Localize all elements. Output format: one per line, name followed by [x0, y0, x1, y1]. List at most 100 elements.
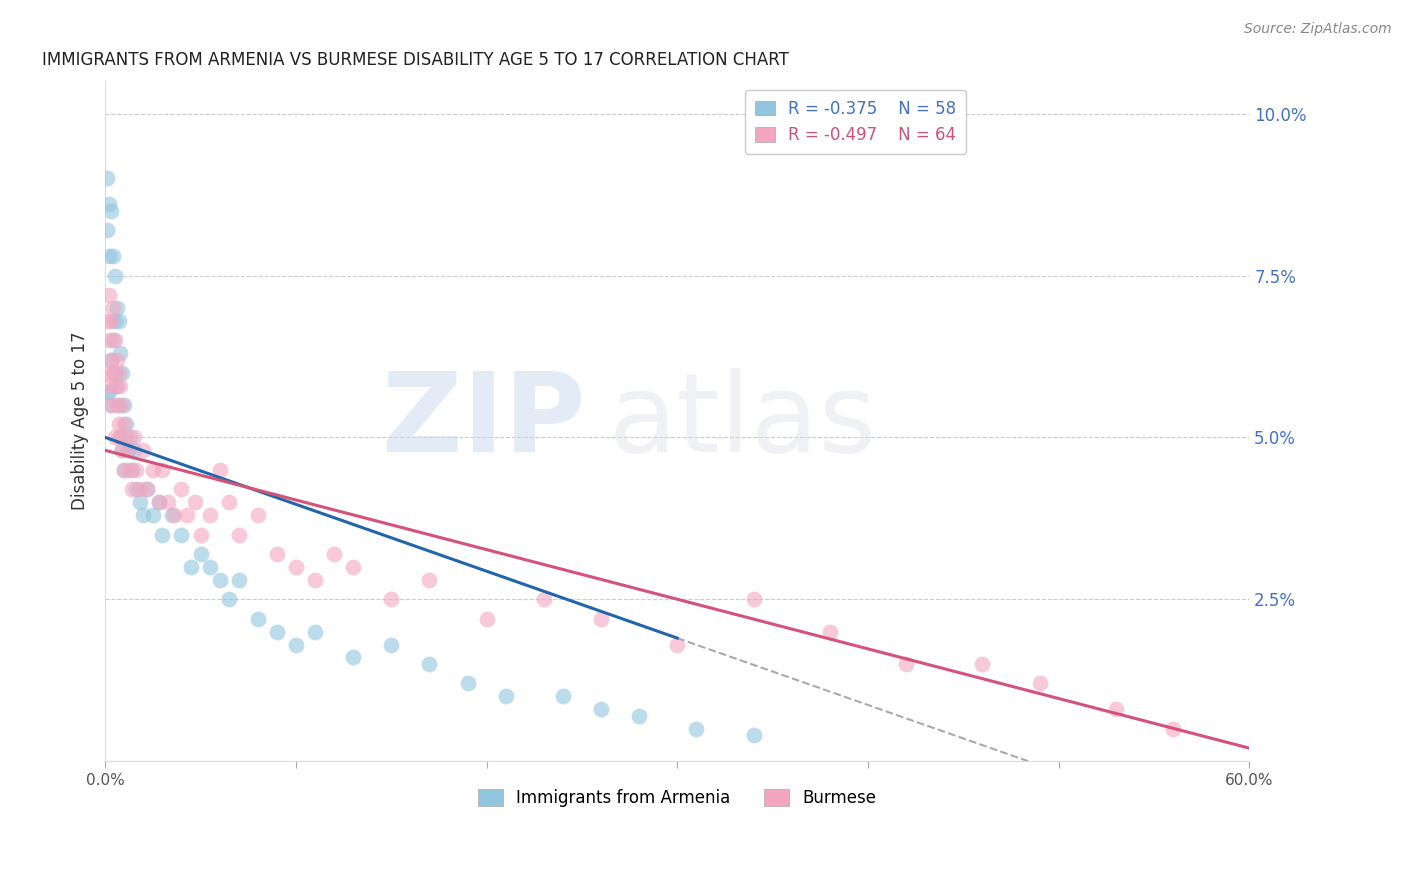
- Point: [666, 638, 689, 652]
- Point: [104, 366, 127, 380]
- Point: [284, 560, 307, 574]
- Point: [180, 560, 202, 574]
- Point: [104, 430, 127, 444]
- Point: [105, 398, 128, 412]
- Point: [111, 366, 134, 380]
- Text: atlas: atlas: [609, 368, 877, 475]
- Point: [628, 708, 651, 723]
- Point: [107, 398, 129, 412]
- Point: [132, 443, 155, 458]
- Point: [304, 573, 326, 587]
- Point: [128, 482, 150, 496]
- Point: [104, 268, 127, 283]
- Point: [101, 366, 124, 380]
- Point: [818, 624, 841, 639]
- Point: [121, 482, 143, 496]
- Point: [304, 624, 326, 639]
- Point: [105, 378, 128, 392]
- Point: [112, 463, 135, 477]
- Point: [142, 508, 165, 522]
- Point: [136, 482, 159, 496]
- Point: [105, 301, 128, 315]
- Point: [118, 430, 141, 444]
- Y-axis label: Disability Age 5 to 17: Disability Age 5 to 17: [72, 332, 89, 510]
- Point: [246, 612, 269, 626]
- Point: [100, 352, 122, 367]
- Point: [98, 249, 121, 263]
- Point: [98, 385, 121, 400]
- Point: [96, 223, 118, 237]
- Point: [110, 430, 132, 444]
- Point: [218, 495, 240, 509]
- Point: [742, 592, 765, 607]
- Point: [184, 495, 207, 509]
- Point: [105, 352, 128, 367]
- Point: [228, 527, 250, 541]
- Point: [342, 650, 364, 665]
- Point: [101, 301, 124, 315]
- Point: [96, 314, 118, 328]
- Point: [96, 366, 118, 380]
- Point: [104, 378, 127, 392]
- Point: [101, 249, 124, 263]
- Text: ZIP: ZIP: [382, 368, 586, 475]
- Point: [246, 508, 269, 522]
- Point: [117, 443, 139, 458]
- Point: [533, 592, 555, 607]
- Point: [101, 333, 124, 347]
- Point: [111, 398, 134, 412]
- Point: [1105, 702, 1128, 716]
- Point: [1028, 676, 1050, 690]
- Point: [148, 495, 170, 509]
- Point: [685, 722, 707, 736]
- Point: [104, 333, 127, 347]
- Point: [132, 508, 155, 522]
- Point: [112, 398, 135, 412]
- Point: [198, 560, 221, 574]
- Point: [111, 443, 134, 458]
- Point: [266, 624, 288, 639]
- Point: [121, 463, 143, 477]
- Point: [117, 443, 139, 458]
- Point: [110, 378, 132, 392]
- Point: [176, 508, 198, 522]
- Point: [228, 573, 250, 587]
- Legend: Immigrants from Armenia, Burmese: Immigrants from Armenia, Burmese: [471, 782, 883, 814]
- Point: [475, 612, 498, 626]
- Point: [742, 728, 765, 742]
- Point: [98, 378, 121, 392]
- Point: [323, 547, 346, 561]
- Point: [100, 398, 122, 412]
- Point: [96, 171, 118, 186]
- Point: [170, 527, 193, 541]
- Point: [589, 702, 612, 716]
- Point: [118, 463, 141, 477]
- Point: [457, 676, 479, 690]
- Point: [208, 573, 231, 587]
- Point: [107, 366, 129, 380]
- Point: [100, 314, 122, 328]
- Point: [136, 482, 159, 496]
- Point: [100, 398, 122, 412]
- Point: [894, 657, 917, 671]
- Point: [110, 430, 132, 444]
- Point: [266, 547, 288, 561]
- Point: [418, 573, 440, 587]
- Point: [107, 417, 129, 432]
- Point: [122, 430, 145, 444]
- Point: [96, 385, 118, 400]
- Point: [107, 314, 129, 328]
- Point: [495, 690, 517, 704]
- Point: [142, 463, 165, 477]
- Point: [284, 638, 307, 652]
- Point: [190, 547, 212, 561]
- Point: [218, 592, 240, 607]
- Point: [152, 463, 174, 477]
- Point: [342, 560, 364, 574]
- Point: [100, 352, 122, 367]
- Point: [148, 495, 170, 509]
- Point: [160, 508, 183, 522]
- Point: [128, 495, 150, 509]
- Point: [551, 690, 574, 704]
- Point: [380, 592, 402, 607]
